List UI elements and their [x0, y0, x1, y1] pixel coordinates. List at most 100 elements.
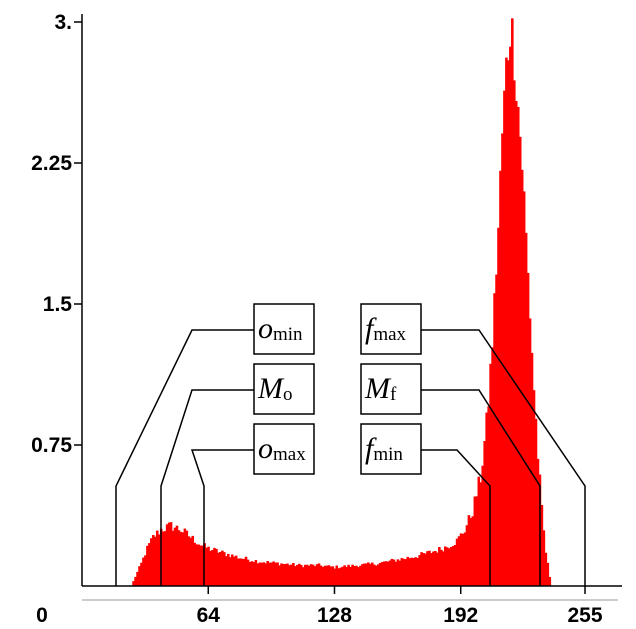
histogram-bar-73: [225, 556, 228, 586]
histogram-bar-229: [532, 390, 536, 586]
x-tick-label: 64: [197, 604, 221, 627]
histogram-bars: [132, 18, 552, 587]
histogram-bar-228: [530, 352, 534, 586]
histogram-bar-173: [422, 553, 425, 586]
histogram-bar-230: [534, 418, 538, 586]
histogram-bar-159: [394, 561, 398, 586]
histogram-bar-89: [256, 563, 260, 586]
annotation-M-o: Mo: [160, 363, 315, 586]
histogram-bar-200: [475, 496, 479, 586]
histogram-bar-46: [171, 530, 175, 586]
histogram-bar-29: [138, 566, 141, 586]
histogram-bar-75: [228, 557, 232, 586]
histogram-bar-103: [284, 563, 287, 586]
histogram-bar-105: [288, 565, 291, 586]
histogram-bar-27: [134, 576, 137, 586]
histogram-bar-57: [193, 542, 197, 586]
histogram-bar-142: [361, 564, 364, 586]
histogram-bar-54: [187, 536, 191, 586]
histogram-bar-48: [175, 525, 179, 586]
histogram-bar-114: [305, 564, 309, 586]
histogram-bar-87: [252, 562, 256, 586]
histogram-bar-157: [390, 558, 394, 586]
histogram-bar-35: [150, 538, 153, 586]
histogram-bar-175: [426, 551, 429, 586]
histogram-bar-181: [438, 546, 441, 586]
x-tick-label: 128: [317, 604, 352, 627]
histogram-bar-138: [353, 565, 356, 586]
histogram-bar-211: [497, 227, 500, 586]
histogram-bar-210: [495, 274, 498, 586]
histogram-bar-134: [345, 566, 348, 586]
x-tick-label: 0: [36, 604, 48, 627]
histogram-bar-56: [191, 535, 195, 586]
histogram-bar-231: [536, 458, 540, 586]
y-tick-label: 0.75: [31, 434, 72, 457]
histogram-bar-233: [540, 504, 544, 586]
histogram-bar-137: [351, 564, 354, 586]
histogram-bar-151: [378, 562, 382, 586]
histogram-bar-235: [544, 552, 548, 586]
histogram-bar-37: [154, 536, 157, 586]
histogram-bar-76: [230, 554, 234, 586]
histogram-bar-199: [473, 496, 477, 586]
histogram-bar-198: [471, 516, 475, 586]
histogram-bar-123: [323, 565, 327, 586]
histogram-bar-88: [254, 560, 258, 586]
histogram-bar-222: [518, 136, 522, 587]
histogram-bar-30: [140, 562, 143, 586]
histogram-bar-78: [234, 555, 238, 586]
histogram-bar-91: [260, 562, 264, 586]
histogram-bar-92: [262, 562, 266, 586]
histogram-bar-90: [258, 562, 262, 586]
histogram-bar-127: [331, 566, 335, 586]
annotation-o-max: omax: [190, 423, 315, 586]
histogram-bar-177: [430, 553, 433, 586]
axes: [81, 14, 622, 601]
histogram-bar-116: [309, 564, 313, 586]
histogram-bar-42: [163, 531, 167, 586]
histogram-bar-124: [325, 565, 329, 586]
histogram-bar-69: [217, 552, 220, 586]
leader-line: [115, 329, 254, 586]
histogram-bar-70: [219, 551, 222, 586]
histogram-bar-162: [400, 558, 404, 586]
histogram-bar-60: [199, 545, 202, 586]
histogram-bar-225: [524, 232, 528, 586]
histogram-bar-130: [337, 568, 341, 586]
histogram-bar-182: [440, 549, 443, 586]
histogram-bar-110: [297, 563, 301, 586]
leader-line: [190, 449, 254, 586]
histogram-bar-218: [511, 18, 514, 586]
histogram-bar-224: [522, 191, 526, 587]
histogram-bar-97: [272, 561, 275, 586]
histogram-bar-158: [392, 559, 396, 586]
histogram-bar-126: [329, 566, 333, 586]
histogram-bar-99: [276, 562, 279, 586]
histogram-bar-83: [244, 556, 248, 586]
histogram-bar-118: [313, 566, 317, 586]
histogram-bar-184: [443, 546, 447, 586]
histogram-bar-133: [343, 565, 346, 586]
histogram-bar-132: [341, 566, 344, 586]
annotation-box: [253, 303, 315, 355]
histogram-bar-176: [428, 550, 431, 586]
histogram-bar-226: [526, 272, 530, 586]
histogram-bar-237: [548, 576, 552, 586]
annotation-box: [253, 363, 315, 415]
histogram-bar-220: [514, 100, 518, 586]
histogram-bar-188: [451, 546, 455, 586]
histogram-bar-208: [491, 347, 494, 586]
histogram-bar-178: [432, 551, 435, 586]
histogram-bar-234: [542, 530, 546, 586]
histogram-bar-80: [238, 558, 242, 586]
histogram-bar-166: [408, 558, 412, 586]
histogram-bar-156: [388, 560, 392, 586]
histogram-bar-61: [201, 545, 204, 586]
histogram-bar-38: [155, 530, 159, 586]
histogram-bar-140: [357, 567, 360, 586]
x-tick-label: 255: [567, 604, 602, 627]
histogram-bar-49: [177, 530, 181, 586]
y-tick-label: 3.: [54, 11, 72, 34]
